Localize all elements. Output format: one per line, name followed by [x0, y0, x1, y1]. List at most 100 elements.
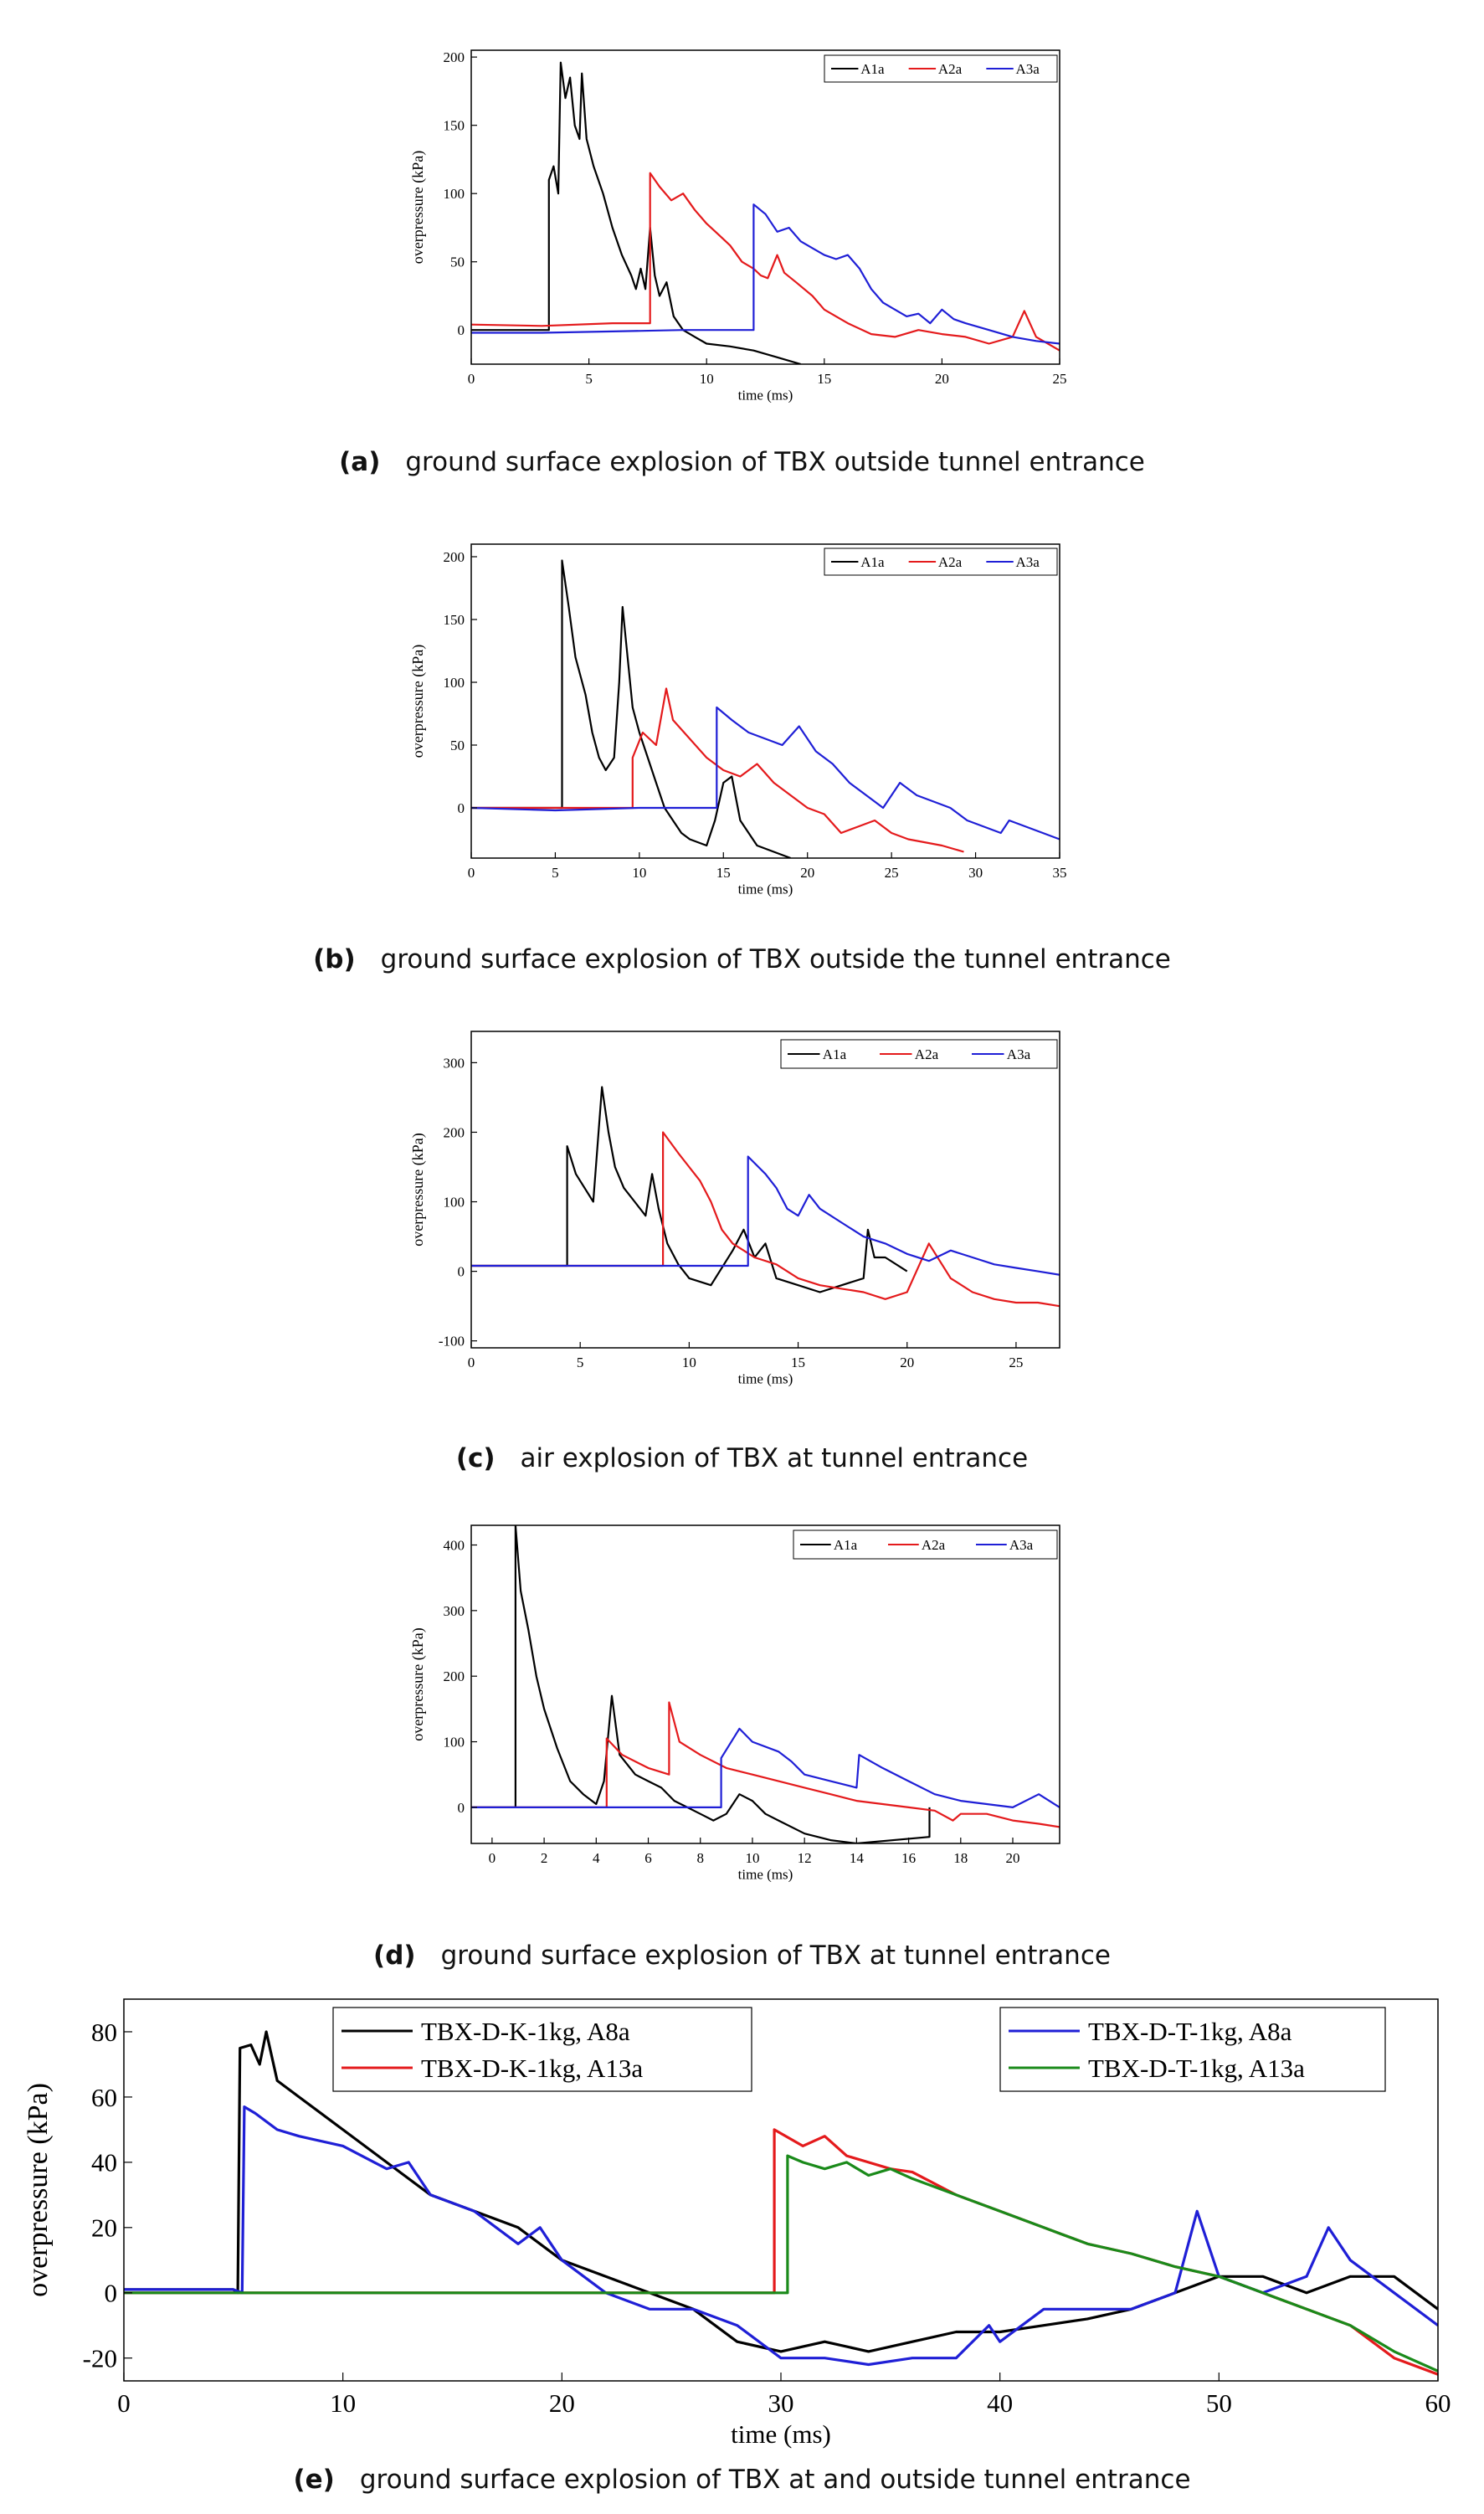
x-tick-label: 15: [791, 1355, 805, 1370]
x-tick-label: 15: [716, 865, 731, 881]
y-tick-label: 150: [444, 118, 465, 134]
x-tick-label: 10: [682, 1355, 696, 1370]
series-line: [471, 706, 1060, 841]
legend-label: A1a: [823, 1046, 847, 1062]
x-tick-label: 40: [987, 2388, 1013, 2418]
caption-label: (e): [293, 2465, 335, 2495]
y-tick-label: -20: [83, 2344, 117, 2373]
y-tick-label: 0: [458, 1264, 465, 1280]
caption-label: (b): [313, 944, 356, 974]
legend-box: [824, 548, 1058, 576]
x-tick-label: 0: [489, 1850, 496, 1866]
chart-panel: 0 5 10 15 20 25 0 50 100 150 200 time (ms) overpress…: [409, 49, 1067, 403]
series-line: [471, 1701, 1060, 1828]
series-line: [471, 559, 791, 858]
series-line: [471, 1131, 1060, 1308]
x-tick-label: 2: [541, 1850, 548, 1866]
y-tick-label: 200: [444, 49, 465, 65]
plot-frame: [470, 1524, 1060, 1844]
legend-label: A3a: [1016, 61, 1040, 77]
x-tick-label: 0: [468, 371, 475, 387]
y-tick-label: 100: [444, 186, 465, 202]
plot-frame: [470, 49, 1060, 365]
x-tick-label: 5: [585, 371, 593, 387]
y-tick-label: 60: [91, 2083, 117, 2112]
y-axis-label: overpressure (kPa): [23, 2083, 54, 2297]
caption-text: ground surface explosion of TBX outside …: [380, 944, 1171, 974]
series-line: [471, 203, 1060, 345]
x-tick-label: 60: [1425, 2388, 1451, 2418]
x-tick-label: 12: [798, 1850, 812, 1866]
x-tick-label: 10: [745, 1850, 759, 1866]
y-tick-label: 40: [91, 2148, 117, 2177]
plot-frame: [470, 1031, 1060, 1349]
x-tick-label: 10: [330, 2388, 356, 2418]
legend-label: TBX-D-K-1kg, A13a: [421, 2054, 643, 2083]
caption-e: (e) ground surface explosion of TBX at an…: [0, 2465, 1484, 2495]
series-line: [471, 1155, 1060, 1276]
legend-label: A2a: [922, 1537, 946, 1553]
series-line: [471, 687, 964, 853]
y-tick-label: 20: [91, 2213, 117, 2243]
x-tick-label: 35: [1053, 865, 1067, 881]
legend-label: A2a: [938, 554, 963, 570]
caption-a: (a) ground surface explosion of TBX outsi…: [0, 447, 1484, 477]
caption-text: air explosion of TBX at tunnel entrance: [520, 1443, 1029, 1473]
x-tick-label: 30: [968, 865, 983, 881]
y-axis-label: overpressure (kPa): [409, 151, 427, 264]
x-tick-label: 20: [549, 2388, 575, 2418]
y-tick-label: 100: [444, 1735, 465, 1751]
x-tick-label: 25: [1053, 371, 1067, 387]
y-tick-label: 0: [458, 1800, 465, 1816]
caption-text: ground surface explosion of TBX outside …: [405, 447, 1145, 477]
x-tick-label: 15: [817, 371, 831, 387]
x-tick-label: 25: [885, 865, 899, 881]
legend-label: A3a: [1009, 1537, 1034, 1553]
legend-label: A1a: [834, 1537, 858, 1553]
caption-label: (a): [339, 447, 381, 477]
y-tick-label: -100: [439, 1334, 465, 1350]
x-tick-label: 30: [768, 2388, 794, 2418]
y-tick-label: 300: [444, 1603, 465, 1619]
y-tick-label: 150: [444, 612, 465, 628]
series-line: [471, 1525, 931, 1843]
y-tick-label: 0: [105, 2279, 118, 2308]
legend-label: TBX-D-T-1kg, A8a: [1088, 2017, 1292, 2046]
plot-frame: [470, 543, 1060, 859]
legend-label: A3a: [1016, 554, 1040, 570]
y-tick-label: 50: [450, 738, 465, 753]
x-axis-label: time (ms): [738, 1866, 793, 1882]
y-tick-label: 400: [444, 1537, 465, 1553]
y-tick-label: 100: [444, 675, 465, 691]
x-tick-label: 20: [935, 371, 949, 387]
y-tick-label: 80: [91, 2018, 117, 2047]
series-line: [471, 61, 802, 364]
y-tick-label: 200: [444, 1124, 465, 1140]
y-tick-label: 200: [444, 549, 465, 565]
x-tick-label: 0: [468, 1355, 475, 1370]
x-tick-label: 6: [644, 1850, 652, 1866]
y-axis-label: overpressure (kPa): [409, 1133, 427, 1246]
x-tick-label: 14: [850, 1850, 865, 1866]
y-tick-label: 100: [444, 1194, 465, 1210]
caption-text: ground surface explosion of TBX at tunne…: [440, 1941, 1111, 1971]
legend-label: TBX-D-K-1kg, A8a: [421, 2017, 630, 2046]
legend-label: A1a: [860, 554, 885, 570]
x-tick-label: 20: [1006, 1850, 1020, 1866]
x-axis-label: time (ms): [738, 387, 793, 403]
legend-box: [793, 1529, 1058, 1560]
legend-label: A1a: [860, 61, 885, 77]
y-tick-label: 200: [444, 1668, 465, 1684]
legend-box: [332, 2007, 752, 2092]
y-tick-label: 0: [458, 800, 465, 816]
y-axis-label: overpressure (kPa): [409, 645, 427, 758]
x-tick-label: 10: [700, 371, 714, 387]
legend-box: [780, 1039, 1058, 1069]
x-tick-label: 5: [577, 1355, 584, 1370]
x-tick-label: 10: [632, 865, 646, 881]
x-tick-label: 50: [1206, 2388, 1232, 2418]
legend-label: A2a: [915, 1046, 939, 1062]
